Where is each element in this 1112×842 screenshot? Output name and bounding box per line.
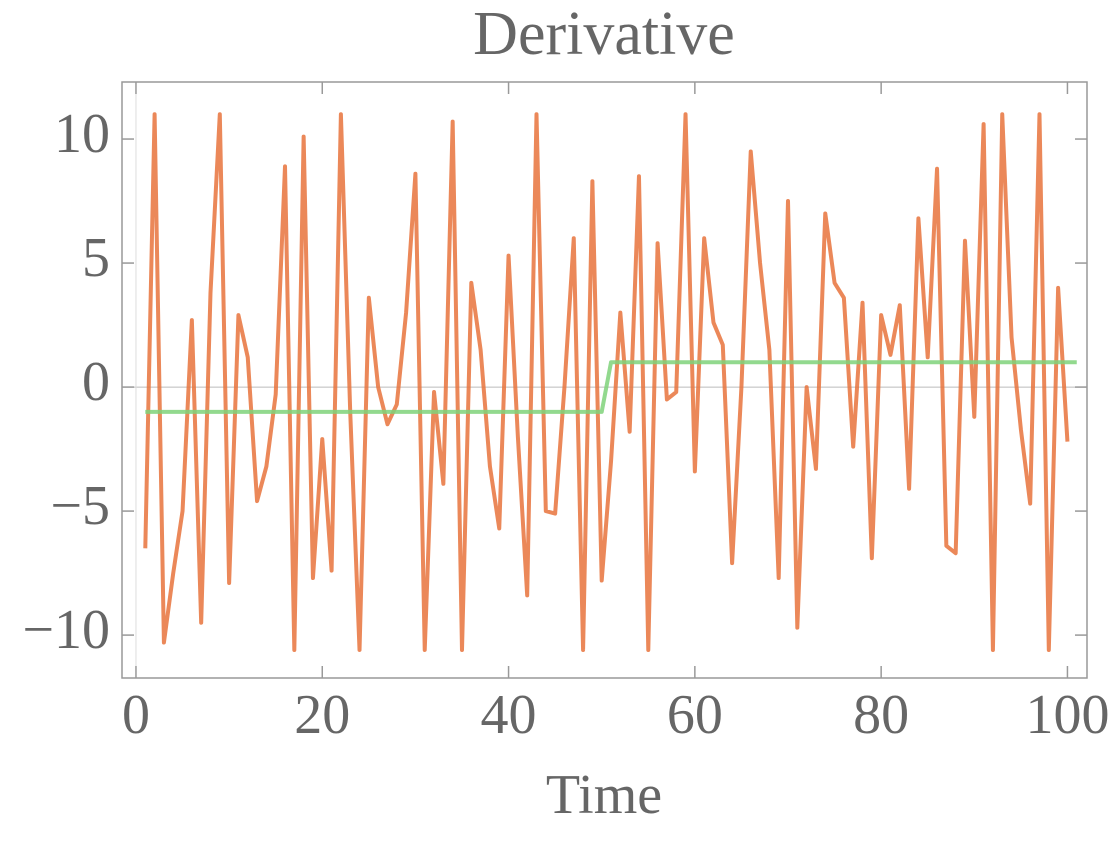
x-tick-label: 100 [1025,684,1109,746]
y-tick-label: 10 [54,103,110,165]
x-axis-label: Time [546,764,662,826]
plot-frame [121,81,1088,679]
line-series [145,360,1077,414]
y-tick-label: −10 [22,599,110,661]
x-tick-label: 60 [667,684,723,746]
chart-title: Derivative [473,0,735,68]
y-tick-label: −5 [50,475,110,537]
x-tick-label: 80 [853,684,909,746]
y-tick-label: 0 [82,351,110,413]
x-tick-label: 40 [481,684,537,746]
y-tick-label: 5 [82,227,110,289]
x-tick-label: 0 [122,684,150,746]
x-tick-label: 20 [294,684,350,746]
line-series [143,112,1070,652]
